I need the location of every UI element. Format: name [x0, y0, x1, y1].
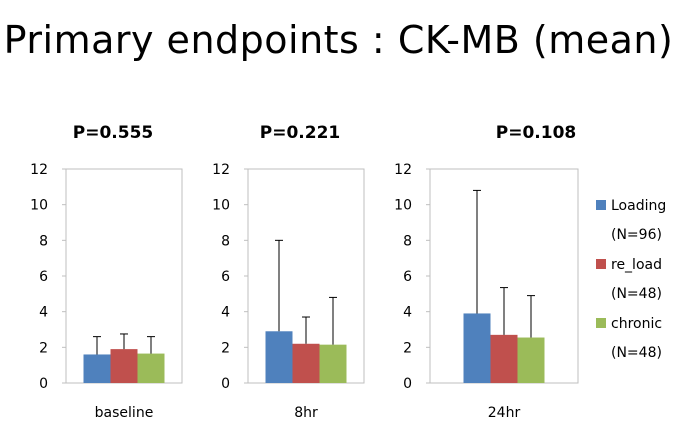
x-category-label: 8hr: [294, 405, 318, 421]
bar-re_load-baseline: [110, 349, 138, 383]
legend-sublabel: (N=48): [611, 286, 662, 302]
y-tick-label: 0: [39, 376, 48, 392]
y-tick-label: 12: [30, 162, 48, 178]
y-tick-label: 8: [403, 233, 412, 249]
bar-chronic-8hr: [319, 344, 347, 383]
y-tick-label: 4: [403, 305, 412, 321]
legend-sublabel: (N=96): [611, 227, 662, 243]
legend-swatch-Loading: [596, 200, 606, 210]
legend-swatch-chronic: [596, 318, 606, 328]
legend-label: Loading: [611, 198, 666, 214]
y-tick-label: 0: [403, 376, 412, 392]
y-tick-label: 10: [212, 198, 230, 214]
legend-sublabel: (N=48): [611, 345, 662, 361]
y-tick-label: 6: [403, 269, 412, 285]
legend-label: re_load: [611, 257, 662, 273]
bar-Loading-baseline: [83, 354, 111, 383]
x-category-label: baseline: [95, 405, 154, 421]
y-tick-label: 2: [221, 340, 230, 356]
y-tick-label: 6: [221, 269, 230, 285]
y-tick-label: 8: [39, 233, 48, 249]
y-tick-label: 4: [39, 305, 48, 321]
y-tick-label: 10: [30, 198, 48, 214]
y-tick-label: 2: [403, 340, 412, 356]
p-value-label: P=0.108: [496, 123, 576, 143]
bar-Loading-24hr: [463, 313, 491, 383]
bar-Loading-8hr: [265, 331, 293, 383]
y-tick-label: 10: [394, 198, 412, 214]
bar-re_load-24hr: [490, 334, 518, 383]
y-tick-label: 2: [39, 340, 48, 356]
y-tick-label: 12: [212, 162, 230, 178]
y-tick-label: 8: [221, 233, 230, 249]
p-value-label: P=0.555: [73, 123, 153, 143]
legend-swatch-re_load: [596, 259, 606, 269]
y-tick-label: 0: [221, 376, 230, 392]
p-value-label: P=0.221: [260, 123, 340, 143]
y-tick-label: 12: [394, 162, 412, 178]
bar-chronic-24hr: [517, 337, 545, 383]
legend-label: chronic: [611, 316, 662, 332]
y-tick-label: 4: [221, 305, 230, 321]
x-category-label: 24hr: [488, 405, 521, 421]
bar-chronic-baseline: [137, 353, 165, 383]
page-title: Primary endpoints : CK-MB (mean): [3, 18, 674, 62]
y-tick-label: 6: [39, 269, 48, 285]
bar-re_load-8hr: [292, 343, 320, 383]
